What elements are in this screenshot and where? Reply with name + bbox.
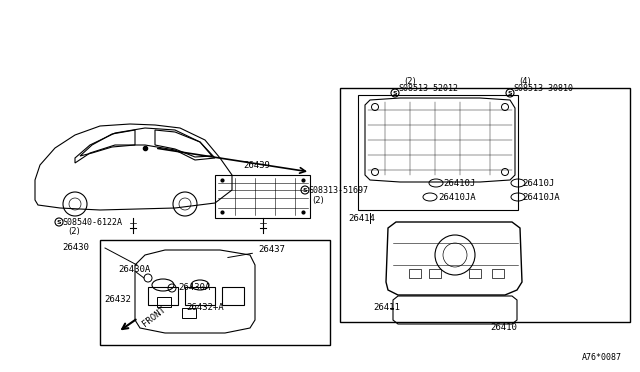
- Bar: [215, 175, 310, 218]
- Text: 26410J: 26410J: [522, 179, 554, 187]
- Bar: [157, 297, 171, 307]
- Text: (4): (4): [519, 77, 531, 86]
- Text: (2): (2): [68, 227, 80, 235]
- Text: (2): (2): [404, 77, 416, 86]
- Text: FRONT: FRONT: [141, 305, 168, 329]
- Bar: [100, 240, 330, 345]
- Text: 26430A: 26430A: [118, 266, 150, 275]
- Text: 26410J: 26410J: [443, 179, 476, 187]
- Bar: [358, 95, 518, 210]
- Text: 26410JA: 26410JA: [522, 192, 559, 202]
- Bar: [222, 287, 244, 305]
- Text: 26414: 26414: [348, 214, 375, 222]
- Bar: [340, 88, 630, 322]
- Text: 26432+A: 26432+A: [186, 304, 223, 312]
- Bar: [469, 269, 481, 278]
- Text: 26410: 26410: [490, 323, 517, 331]
- Text: 26410JA: 26410JA: [438, 192, 476, 202]
- Text: S: S: [303, 187, 307, 192]
- Text: S: S: [508, 90, 512, 96]
- Text: 26411: 26411: [373, 304, 400, 312]
- Text: S08540-6122A: S08540-6122A: [62, 218, 122, 227]
- Text: S08313-51697: S08313-51697: [308, 186, 368, 195]
- Bar: [148, 287, 178, 305]
- Bar: [409, 269, 421, 278]
- Bar: [182, 308, 196, 318]
- Text: 26439: 26439: [244, 161, 271, 170]
- Text: 26430: 26430: [62, 244, 89, 253]
- Bar: [429, 269, 441, 278]
- Text: S: S: [57, 219, 61, 224]
- Bar: [492, 269, 504, 278]
- Text: S: S: [393, 90, 397, 96]
- Bar: [185, 287, 215, 305]
- Text: A76*0087: A76*0087: [582, 353, 622, 362]
- Text: 26437: 26437: [228, 246, 285, 257]
- Text: S08513-30810: S08513-30810: [513, 84, 573, 93]
- Text: 26430A: 26430A: [178, 283, 211, 292]
- Text: 26432: 26432: [104, 295, 131, 305]
- Text: (2): (2): [312, 196, 324, 205]
- Text: S08513-52012: S08513-52012: [398, 84, 458, 93]
